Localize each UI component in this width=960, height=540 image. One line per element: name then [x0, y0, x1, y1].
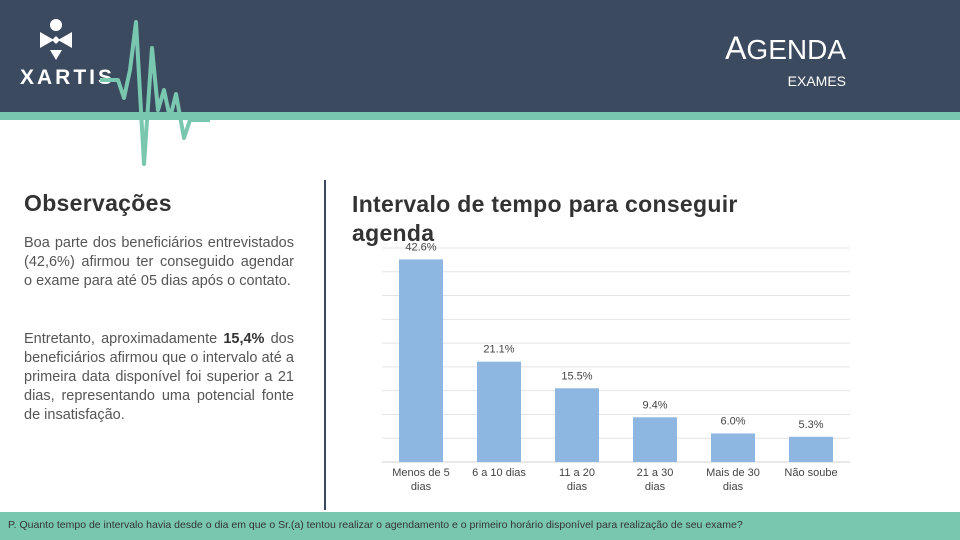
bar-2: [477, 361, 521, 462]
paragraph-2-text-start: Entretanto, aproximadamente: [24, 331, 224, 347]
data-label-6: 5.3%: [798, 419, 823, 431]
header-banner: XARTIS AGENDA EXAMES: [0, 0, 960, 112]
data-label-2: 21.1%: [483, 344, 514, 356]
footer-bar: P. Quanto tempo de intervalo havia desde…: [0, 512, 960, 540]
bar-1: [399, 259, 443, 462]
paragraph-2-text-end: dos beneficiários afirmou que o interval…: [24, 331, 294, 423]
data-label-3: 15.5%: [561, 370, 592, 382]
heartbeat-line-icon: [100, 20, 210, 166]
page-title-rest: GENDA: [746, 34, 846, 65]
column-divider: [324, 180, 326, 510]
observations-title: Observações: [24, 190, 172, 216]
survey-question: P. Quanto tempo de intervalo havia desde…: [8, 519, 743, 531]
xartis-logo-icon: [40, 19, 72, 60]
observations-paragraph-2: Entretanto, aproximadamente 15,4% dos be…: [24, 330, 294, 425]
bar-6: [789, 436, 833, 462]
category-label-2: 6 a 10 dias: [472, 467, 526, 479]
paragraph-2-highlight: 15,4%: [223, 331, 265, 347]
data-label-4: 9.4%: [642, 399, 667, 411]
data-label-5: 6.0%: [720, 415, 745, 427]
data-label-1: 42.6%: [405, 241, 436, 253]
category-label-5: Mais de 30 dias: [706, 467, 760, 493]
category-label-6: Não soube: [784, 467, 837, 479]
accent-bar: [0, 112, 960, 120]
bar-chart: 42.6% Menos de 5 dias 21.1% 6 a 10 dias 15.5%…: [382, 241, 850, 493]
page-subtitle: EXAMES: [787, 73, 846, 89]
category-label-1: Menos de 5 dias: [392, 467, 449, 493]
chart-title: Intervalo de tempo para conseguir agenda: [352, 191, 738, 246]
bar-4: [633, 417, 677, 462]
bar-3: [555, 388, 599, 462]
logo-text: XARTIS: [20, 66, 116, 89]
category-label-3: 11 a 20 dias: [559, 467, 595, 493]
bar-5: [711, 433, 755, 462]
page-title: AGENDA: [725, 30, 846, 67]
page-title-first-letter: A: [725, 30, 747, 66]
observations-paragraph-1: Boa parte dos beneficiários entrevistado…: [24, 235, 294, 289]
category-label-4: 21 a 30 dias: [637, 467, 674, 493]
